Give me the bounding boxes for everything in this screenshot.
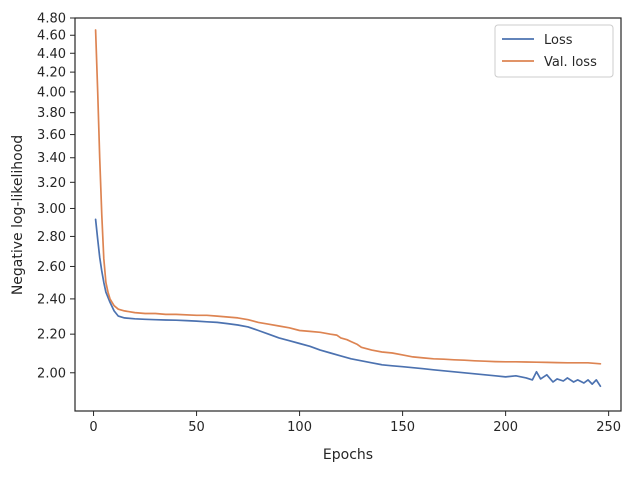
x-tick-label: 100 [287, 420, 312, 435]
y-tick-label: 2.80 [37, 230, 66, 245]
x-tick-label: 50 [188, 420, 205, 435]
x-tick-label: 150 [390, 420, 415, 435]
x-axis-label: Epochs [323, 447, 373, 463]
y-tick-label: 2.60 [37, 260, 66, 275]
y-tick-label: 4.60 [37, 29, 66, 44]
y-tick-label: 4.00 [37, 85, 66, 100]
y-tick-label: 2.20 [37, 328, 66, 343]
legend-label-loss: Loss [544, 33, 573, 48]
y-axis-ticks: 2.00 2.20 2.40 2.60 2.80 3.00 3.20 3.40 3.60 3.80… [37, 12, 75, 381]
plot-frame [74, 17, 622, 412]
y-tick-label: 4.40 [37, 47, 66, 62]
series-layer [94, 29, 602, 388]
y-tick-label: 3.20 [37, 176, 66, 191]
x-tick-label: 250 [596, 420, 621, 435]
y-tick-label: 3.00 [37, 202, 66, 217]
legend: Loss Val. loss [494, 24, 614, 78]
y-tick-label: 3.80 [37, 106, 66, 121]
y-tick-label: 2.40 [37, 292, 66, 307]
x-axis-ticks: 0 50 100 150 200 250 [89, 411, 621, 435]
y-tick-label: 3.60 [37, 128, 66, 143]
y-tick-label: 3.40 [37, 151, 66, 166]
series-line-loss [94, 218, 602, 388]
x-tick-label: 0 [89, 420, 97, 435]
y-tick-label: 4.80 [37, 12, 66, 27]
x-tick-label: 200 [493, 420, 518, 435]
series-line-val-loss [94, 29, 602, 365]
y-axis-label: Negative log-likelihood [10, 135, 26, 295]
y-tick-label: 4.20 [37, 66, 66, 81]
y-tick-label: 2.00 [37, 366, 66, 381]
legend-label-val-loss: Val. loss [544, 55, 597, 70]
legend-box [494, 24, 614, 78]
